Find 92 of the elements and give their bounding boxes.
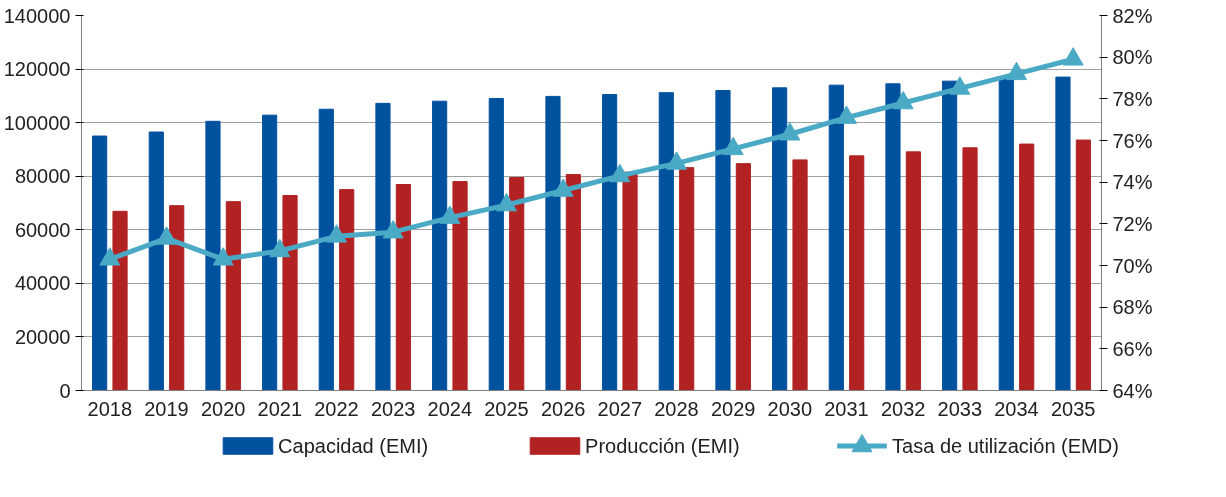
point [496, 193, 517, 212]
x-tick-label: 2032 [880, 397, 926, 420]
point [892, 90, 914, 110]
y-tick-label: 60000 [14, 218, 71, 241]
bar [772, 87, 788, 391]
bar [565, 174, 581, 391]
y2-tick-label: 78% [1112, 87, 1153, 110]
y-tick-label: 80000 [14, 165, 71, 188]
y-tick-label: 0 [59, 379, 71, 402]
bar [452, 181, 468, 391]
bar [1019, 143, 1035, 391]
bar [942, 80, 958, 391]
y-tick-label: 20000 [14, 325, 71, 348]
x-tick-label: 2027 [597, 397, 643, 420]
bar [792, 159, 808, 391]
x-tick-label: 2024 [427, 397, 473, 420]
bar [375, 102, 391, 391]
bar [488, 98, 504, 391]
x-tick-label: 2021 [257, 397, 303, 420]
x-tick-label: 2023 [370, 397, 416, 420]
y2-tick-label: 80% [1112, 46, 1153, 69]
point [269, 238, 291, 258]
bar [962, 147, 978, 391]
point [1006, 61, 1027, 81]
point [1062, 47, 1084, 66]
point [326, 224, 347, 243]
bar [715, 90, 731, 391]
point [439, 205, 461, 224]
bar [658, 92, 674, 391]
bar [828, 84, 844, 391]
y2-tick-label: 82% [1112, 4, 1153, 27]
bar [1075, 139, 1091, 391]
y2-tick-label: 66% [1112, 337, 1153, 360]
x-tick-label: 2018 [87, 397, 133, 420]
bar [432, 100, 448, 391]
bar [318, 108, 334, 391]
x-tick-label: 2031 [824, 397, 869, 420]
bar [92, 135, 108, 391]
bar [602, 94, 618, 391]
y-tick-label: 100000 [3, 111, 71, 134]
legend-label: Capacidad (EMI) [278, 435, 429, 457]
point [609, 163, 631, 183]
y2-tick-label: 68% [1112, 296, 1153, 319]
x-tick-label: 2026 [540, 397, 586, 420]
bar [1055, 76, 1071, 391]
bar [148, 131, 164, 391]
x-tick-label: 2034 [994, 397, 1039, 420]
point [666, 151, 687, 170]
x-tick-label: 2019 [144, 397, 189, 420]
x-tick-label: 2025 [484, 397, 529, 420]
legend-label: Tasa de utilización (EMD) [892, 435, 1119, 457]
x-tick-label: 2028 [654, 397, 699, 420]
point [836, 105, 857, 124]
point [156, 226, 177, 245]
x-tick-label: 2035 [1050, 397, 1096, 420]
bar [885, 83, 901, 391]
y2-tick-label: 74% [1112, 171, 1153, 194]
x-tick-label: 2020 [200, 397, 246, 420]
point [949, 76, 971, 95]
bar [395, 184, 411, 391]
y2-tick-label: 70% [1112, 254, 1153, 277]
y2-tick-label: 64% [1112, 379, 1153, 402]
y-tick-label: 120000 [3, 58, 71, 81]
bar [849, 155, 865, 391]
bar [205, 120, 221, 391]
bar [225, 201, 241, 391]
bar [112, 210, 128, 391]
point [382, 220, 404, 239]
x-tick-label: 2029 [710, 397, 756, 420]
x-tick-label: 2033 [937, 397, 983, 420]
bar [282, 195, 298, 391]
bar [509, 177, 525, 391]
y-tick-label: 40000 [14, 272, 71, 295]
bar [169, 205, 185, 391]
point [552, 178, 574, 197]
bar [735, 163, 751, 391]
x-tick-label: 2022 [314, 397, 359, 420]
bar [262, 114, 278, 391]
point [779, 122, 801, 141]
bar [679, 167, 695, 391]
y2-tick-label: 76% [1112, 129, 1153, 152]
x-tick-label: 2030 [767, 397, 813, 420]
point [99, 247, 121, 266]
bar [339, 189, 355, 391]
bar [998, 77, 1014, 391]
legend-label: Producción (EMI) [585, 435, 740, 457]
point [722, 136, 744, 156]
y2-tick-label: 72% [1112, 212, 1153, 235]
point [212, 247, 234, 266]
bar [545, 95, 561, 391]
y-tick-label: 140000 [3, 4, 71, 27]
bar [905, 151, 921, 391]
